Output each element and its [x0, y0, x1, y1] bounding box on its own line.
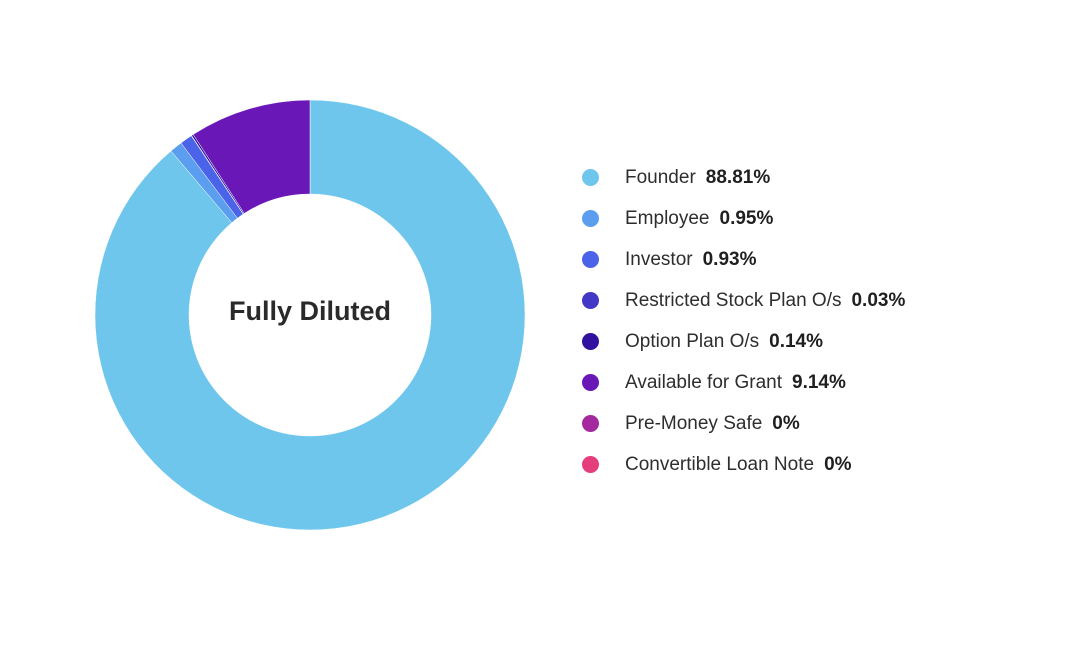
legend-dot-icon	[582, 456, 599, 473]
chart-legend: Founder 88.81% Employee 0.95% Investor 0.93% R…	[582, 157, 1082, 485]
slice-available-for-grant[interactable]	[192, 99, 311, 214]
legend-label: Convertible Loan Note	[625, 453, 815, 475]
legend-dot-icon	[582, 210, 599, 227]
legend-value: 0.95%	[719, 207, 774, 229]
center-label: Fully Diluted	[229, 296, 391, 326]
legend-value: 0.03%	[851, 289, 906, 311]
legend-value: 9.14%	[792, 371, 846, 393]
legend-item-available-for-grant[interactable]: Available for Grant 9.14%	[582, 362, 1082, 403]
legend-dot-icon	[582, 292, 599, 309]
legend-item-investor[interactable]: Investor 0.93%	[582, 239, 1082, 280]
legend-dot-icon	[582, 251, 599, 268]
slice-founder[interactable]	[94, 99, 526, 531]
legend-dot-icon	[582, 333, 599, 350]
legend-item-founder[interactable]: Founder 88.81%	[582, 157, 1082, 198]
legend-label: Employee	[625, 207, 710, 229]
legend-item-convertible-loan-note[interactable]: Convertible Loan Note 0%	[582, 444, 1082, 485]
legend-value: 0.14%	[769, 330, 823, 352]
legend-label: Founder	[625, 166, 696, 188]
legend-item-employee[interactable]: Employee 0.95%	[582, 198, 1082, 239]
legend-label: Option Plan O/s	[625, 330, 760, 352]
legend-value: 0.93%	[702, 248, 757, 270]
legend-dot-icon	[582, 169, 599, 186]
legend-item-pre-money-safe[interactable]: Pre-Money Safe 0%	[582, 403, 1082, 444]
legend-label: Available for Grant	[625, 371, 783, 393]
legend-value: 88.81%	[705, 166, 771, 188]
legend-item-restricted-stock-plan-o-s[interactable]: Restricted Stock Plan O/s 0.03%	[582, 280, 1082, 321]
legend-item-option-plan-o-s[interactable]: Option Plan O/s 0.14%	[582, 321, 1082, 362]
legend-label: Restricted Stock Plan O/s	[625, 289, 842, 311]
legend-value: 0%	[824, 453, 852, 475]
legend-dot-icon	[582, 415, 599, 432]
legend-dot-icon	[582, 374, 599, 391]
legend-value: 0%	[772, 412, 800, 434]
legend-label: Pre-Money Safe	[625, 412, 763, 434]
legend-label: Investor	[625, 248, 693, 270]
